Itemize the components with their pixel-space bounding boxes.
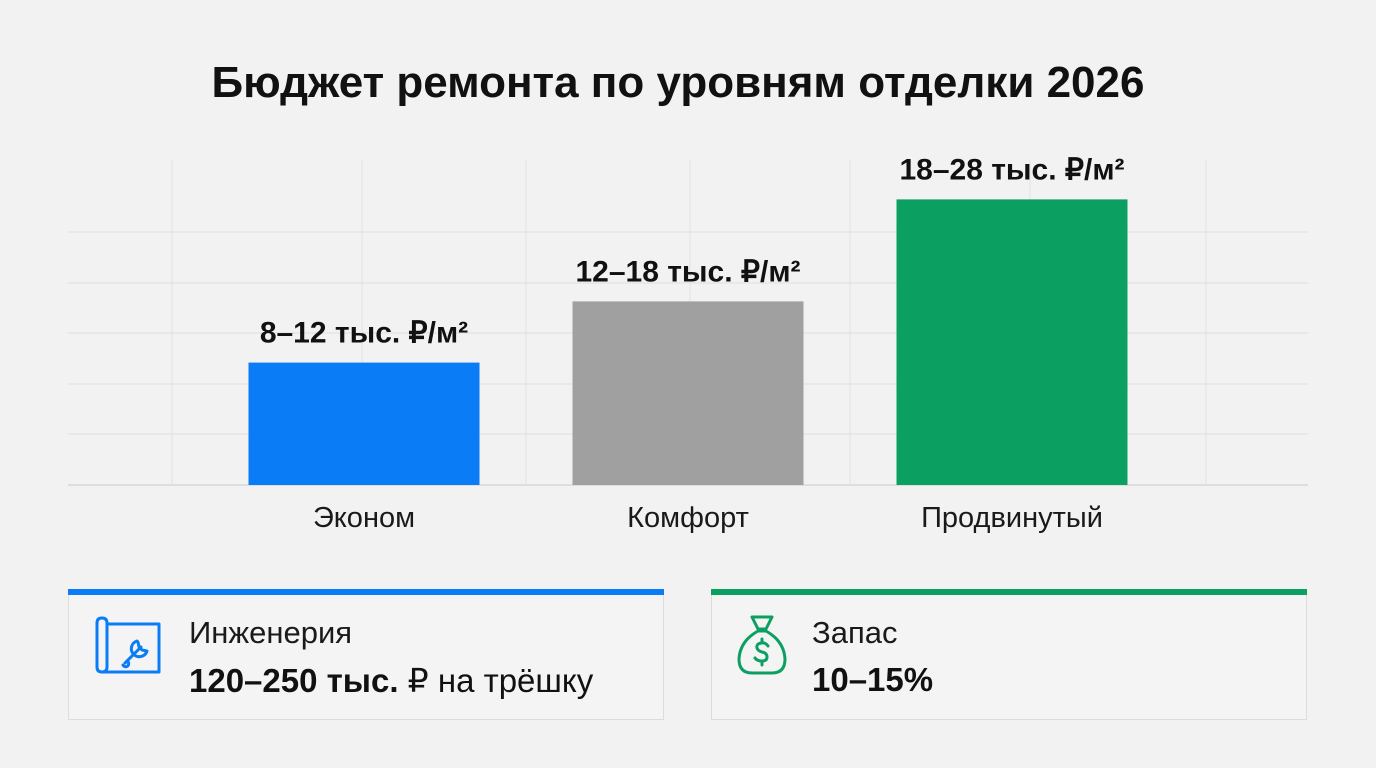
bar-chart: 8–12 тыс. ₽/м² Эконом 12–18 тыс. ₽/м² Комфо… (68, 153, 1308, 534)
data-label-2: 12–18 тыс. ₽/м² (575, 255, 800, 288)
money-bag-icon (737, 615, 787, 675)
data-label-1: 8–12 тыс. ₽/м² (260, 317, 468, 350)
chart-bars (248, 199, 1128, 485)
engineering-value-rest: ₽ на трёшку (398, 662, 594, 699)
reserve-card: Запас 10–15% (711, 589, 1307, 720)
engineering-value-bold: 120–250 тыс. (189, 662, 399, 699)
bar-1 (248, 362, 480, 485)
data-label-3: 18–28 тыс. ₽/м² (899, 153, 1124, 186)
chart-labels: 8–12 тыс. ₽/м² Эконом 12–18 тыс. ₽/м² Комфо… (260, 153, 1125, 534)
reserve-label: Запас (812, 615, 898, 650)
bar-2 (572, 301, 804, 485)
engineering-card-accent (68, 589, 664, 595)
page-title: Бюджет ремонта по уровням отделки 2026 (211, 58, 1145, 107)
reserve-card-accent (711, 589, 1307, 595)
engineering-label: Инженерия (189, 615, 353, 650)
reserve-value-bold: 10–15% (812, 661, 934, 698)
category-label-1: Эконом (313, 502, 415, 534)
reserve-value: 10–15% (812, 661, 933, 699)
category-label-2: Комфорт (627, 502, 749, 534)
engineering-card: Инженерия 120–250 тыс. ₽ на трёшку (68, 589, 664, 720)
bar-3 (896, 199, 1128, 485)
category-label-3: Продвинутый (921, 502, 1103, 534)
engineering-value: 120–250 тыс. ₽ на трёшку (189, 661, 593, 700)
blueprint-wrench-icon (95, 616, 161, 674)
